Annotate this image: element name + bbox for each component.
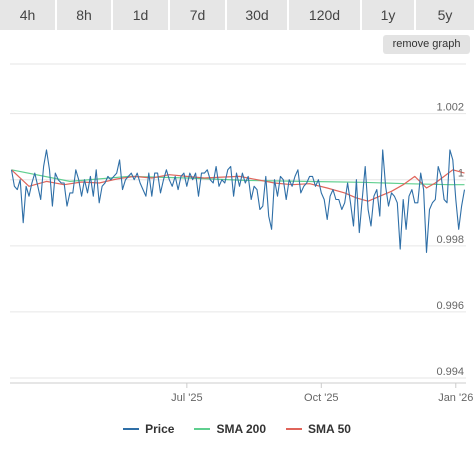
legend-swatch-sma-50: [286, 428, 303, 430]
tab-4h[interactable]: 4h: [0, 0, 57, 30]
tab-120d[interactable]: 120d: [289, 0, 362, 30]
tab-1d[interactable]: 1d: [113, 0, 170, 30]
remove-graph-button[interactable]: remove graph: [383, 35, 470, 54]
y-tick-label: 0.998: [436, 234, 464, 246]
tab-8h[interactable]: 8h: [57, 0, 113, 30]
series-line-price: [10, 149, 466, 253]
tab-1y[interactable]: 1y: [362, 0, 416, 30]
legend-item-sma-200[interactable]: SMA 200: [194, 422, 266, 436]
tab-30d[interactable]: 30d: [227, 0, 289, 30]
legend-label-price: Price: [145, 422, 175, 436]
price-chart: 1.002 1 0.998 0.996 0.994 Jul '25 Oct '25 Jan '…: [10, 63, 473, 404]
legend-label-sma-50: SMA 50: [308, 422, 351, 436]
x-tick-label: Jul '25: [171, 392, 202, 404]
x-tick-label: Oct '25: [304, 392, 339, 404]
legend-item-sma-50[interactable]: SMA 50: [286, 422, 351, 436]
tab-5y[interactable]: 5y: [416, 0, 474, 30]
y-tick-label: 0.994: [436, 366, 464, 378]
y-tick-label: 1: [458, 168, 464, 180]
y-tick-label: 0.996: [436, 300, 464, 312]
legend-label-sma-200: SMA 200: [216, 422, 267, 436]
y-tick-label: 1.002: [436, 102, 464, 114]
timeframe-tabs: 4h 8h 1d 7d 30d 120d 1y 5y: [0, 0, 474, 30]
legend-swatch-price: [123, 428, 140, 430]
tab-7d[interactable]: 7d: [170, 0, 227, 30]
legend-item-price[interactable]: Price: [123, 422, 174, 436]
chart-legend: Price SMA 200 SMA 50: [0, 419, 474, 439]
legend-swatch-sma-200: [194, 428, 211, 430]
x-tick-label: Jan '26: [438, 392, 473, 404]
